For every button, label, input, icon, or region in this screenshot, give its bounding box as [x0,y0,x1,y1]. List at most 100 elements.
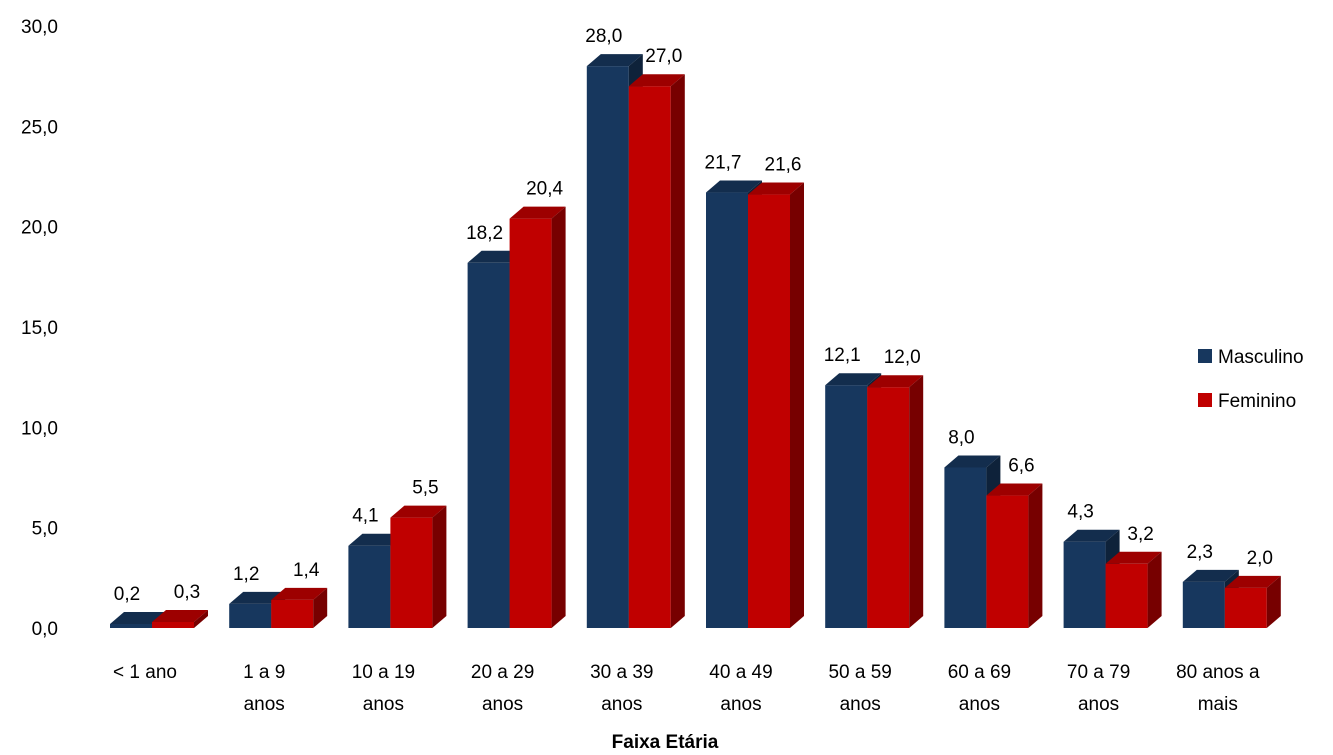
data-label: 27,0 [645,46,682,67]
bar [271,587,328,628]
bar-top [1105,551,1162,564]
bar-front [586,66,629,629]
data-label: 1,4 [293,560,320,581]
legend-label: Masculino [1218,347,1304,368]
bar-top [152,609,208,622]
y-tick-label: 10,0 [21,418,58,439]
bar-top [467,250,524,263]
y-tick-label: 20,0 [21,218,58,239]
data-label: 0,2 [114,584,140,605]
y-axis: 0,0 5,0 10,0 15,0 20,0 25,0 30,0 [21,17,58,640]
x-tick-label: 1 a 9 [243,662,285,683]
value-labels: 0,2 0,3 1,2 1,4 4,1 5,5 18,2 20,4 28,0 27,0 21,7 21… [114,26,1273,605]
legend-swatch [1198,393,1212,407]
bar-front [229,603,272,628]
bar [152,609,208,628]
bar-top [944,455,1001,468]
x-tick-label: mais [1198,694,1238,715]
bar-front [271,599,314,628]
legend: Masculino Feminino [1198,347,1304,412]
bar-front [1224,587,1267,628]
data-label: 12,0 [884,347,921,368]
bar-top [110,611,166,624]
x-tick-label: anos [720,694,761,715]
x-tick-label: 10 a 19 [352,662,415,683]
x-tick-label: 80 anos a [1176,662,1260,683]
data-label: 5,5 [412,478,438,499]
y-tick-label: 15,0 [21,318,58,339]
bar-front [509,218,552,628]
x-tick-label: 50 a 59 [828,662,891,683]
bar-top [1182,569,1239,582]
bar [1224,575,1281,628]
bar-top [867,375,924,388]
x-tick-label: 60 a 69 [948,662,1011,683]
bar [1105,551,1162,628]
bar-top [1063,529,1120,542]
data-label: 0,3 [174,582,200,603]
bar-top [509,206,566,219]
y-tick-label: 30,0 [21,17,58,38]
bar-front [706,192,748,628]
bar-side [670,74,685,628]
bar-front [110,623,152,628]
bar-side [432,505,447,628]
bar-side [790,182,804,628]
data-label: 20,4 [526,179,563,200]
y-tick-label: 5,0 [32,519,58,540]
data-label: 3,2 [1127,524,1153,545]
bar [986,483,1043,628]
legend-label: Feminino [1218,391,1296,412]
y-tick-label: 0,0 [32,619,58,640]
bar-front [748,194,790,628]
data-label: 4,3 [1067,502,1093,523]
bar-top [986,483,1043,496]
bar-top [586,54,643,67]
data-label: 8,0 [948,427,974,448]
bar-front [628,86,671,628]
bar [509,206,566,628]
x-tick-label: anos [363,694,404,715]
bar-front [1063,541,1106,628]
x-tick-label: anos [1078,694,1119,715]
bar-side [551,206,566,628]
x-tick-label: 20 a 29 [471,662,534,683]
data-label: 1,2 [233,564,259,585]
bar [390,505,447,628]
x-tick-label: 40 a 49 [709,662,772,683]
bar-side [909,375,924,628]
bar-top [271,587,328,600]
bar-top [628,74,685,87]
data-label: 21,7 [705,153,742,174]
legend-swatch [1198,349,1212,363]
bar-front [348,545,391,628]
y-tick-label: 25,0 [21,117,58,138]
data-label: 18,2 [466,223,503,244]
bar-front [825,385,868,628]
x-tick-label: anos [244,694,285,715]
x-axis-title: Faixa Etária [612,732,719,753]
data-label: 2,0 [1247,548,1273,569]
bar-side [313,587,328,628]
x-tick-label: anos [840,694,881,715]
x-tick-label: 30 a 39 [590,662,653,683]
x-tick-label: anos [959,694,1000,715]
bar-top [390,505,447,518]
bar [1063,529,1120,628]
x-tick-label: < 1 ano [113,662,177,683]
bar [748,182,804,628]
bar-side [1028,483,1043,628]
bar-front [867,387,910,628]
bar-top [1224,575,1281,588]
bars [110,54,1281,629]
bar [867,375,924,628]
bar-front [1105,563,1148,628]
bar-side [194,609,208,628]
bar-front [467,262,510,628]
bar-top [706,180,762,193]
bar-front [1182,581,1225,628]
x-tick-label: anos [601,694,642,715]
bar [628,74,685,628]
bar-front [944,467,987,628]
